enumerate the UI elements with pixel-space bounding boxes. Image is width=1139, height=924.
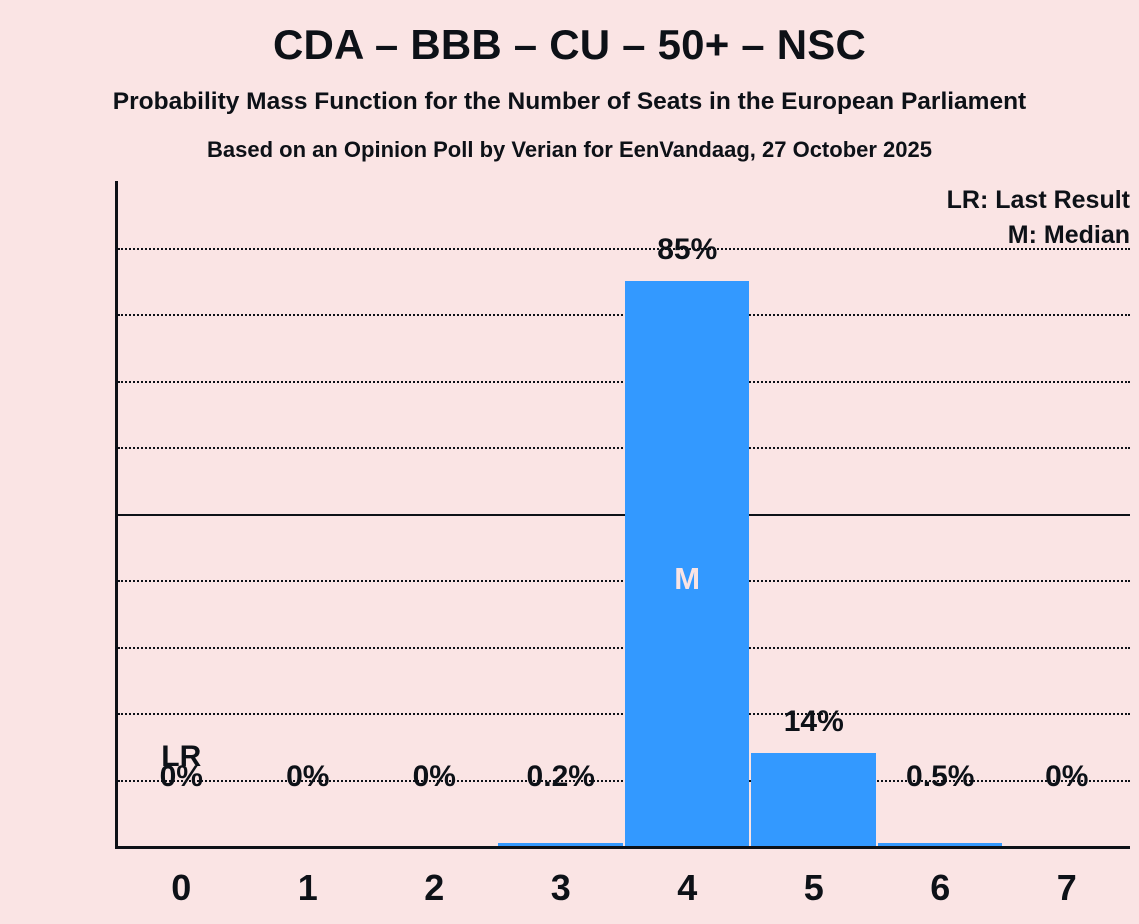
gridline-40 bbox=[118, 580, 1130, 582]
gridline-60 bbox=[118, 447, 1130, 449]
value-label-3: 0.2% bbox=[526, 760, 595, 793]
y-axis-line bbox=[115, 181, 118, 846]
value-label-6: 0.5% bbox=[906, 760, 975, 793]
legend: LR: Last Result M: Median bbox=[947, 183, 1130, 253]
value-label-0: 0% bbox=[159, 760, 203, 793]
value-label-7: 0% bbox=[1045, 760, 1089, 793]
legend-item-median: M: Median bbox=[1007, 221, 1130, 249]
x-tick-5: 5 bbox=[803, 867, 824, 908]
page-title: CDA – BBB – CU – 50+ – NSC bbox=[273, 21, 866, 68]
page-source-line: Based on an Opinion Poll by Verian for E… bbox=[207, 137, 932, 162]
bar-3[interactable] bbox=[498, 843, 623, 846]
gridline-20 bbox=[118, 713, 1130, 715]
x-tick-2: 2 bbox=[424, 867, 445, 908]
last-result-marker: LR bbox=[161, 739, 202, 773]
value-label-5: 14% bbox=[783, 704, 844, 738]
legend-item-last-result: LR: Last Result bbox=[946, 186, 1130, 214]
page-subtitle: Probability Mass Function for the Number… bbox=[112, 88, 1027, 115]
x-tick-4: 4 bbox=[677, 867, 698, 908]
bar-5[interactable] bbox=[751, 752, 876, 846]
bar-4[interactable]: M bbox=[624, 280, 750, 846]
x-tick-6: 6 bbox=[930, 867, 951, 908]
gridline-90 bbox=[118, 247, 1130, 250]
x-tick-0: 0 bbox=[171, 867, 192, 908]
x-tick-3: 3 bbox=[550, 867, 571, 908]
gridline-50 bbox=[118, 513, 1130, 516]
value-label-1: 0% bbox=[286, 760, 330, 793]
gridline-10 bbox=[118, 779, 1130, 782]
value-label-2: 0% bbox=[412, 760, 456, 793]
median-marker: M bbox=[674, 560, 701, 596]
bar-6[interactable] bbox=[877, 842, 1003, 846]
gridline-70 bbox=[118, 380, 1130, 383]
gridline-80 bbox=[118, 314, 1130, 316]
x-tick-7: 7 bbox=[1056, 867, 1077, 908]
x-axis-line bbox=[115, 846, 1130, 849]
gridline-30 bbox=[118, 646, 1130, 649]
value-label-4: 85% bbox=[657, 232, 718, 266]
x-tick-1: 1 bbox=[297, 867, 318, 908]
